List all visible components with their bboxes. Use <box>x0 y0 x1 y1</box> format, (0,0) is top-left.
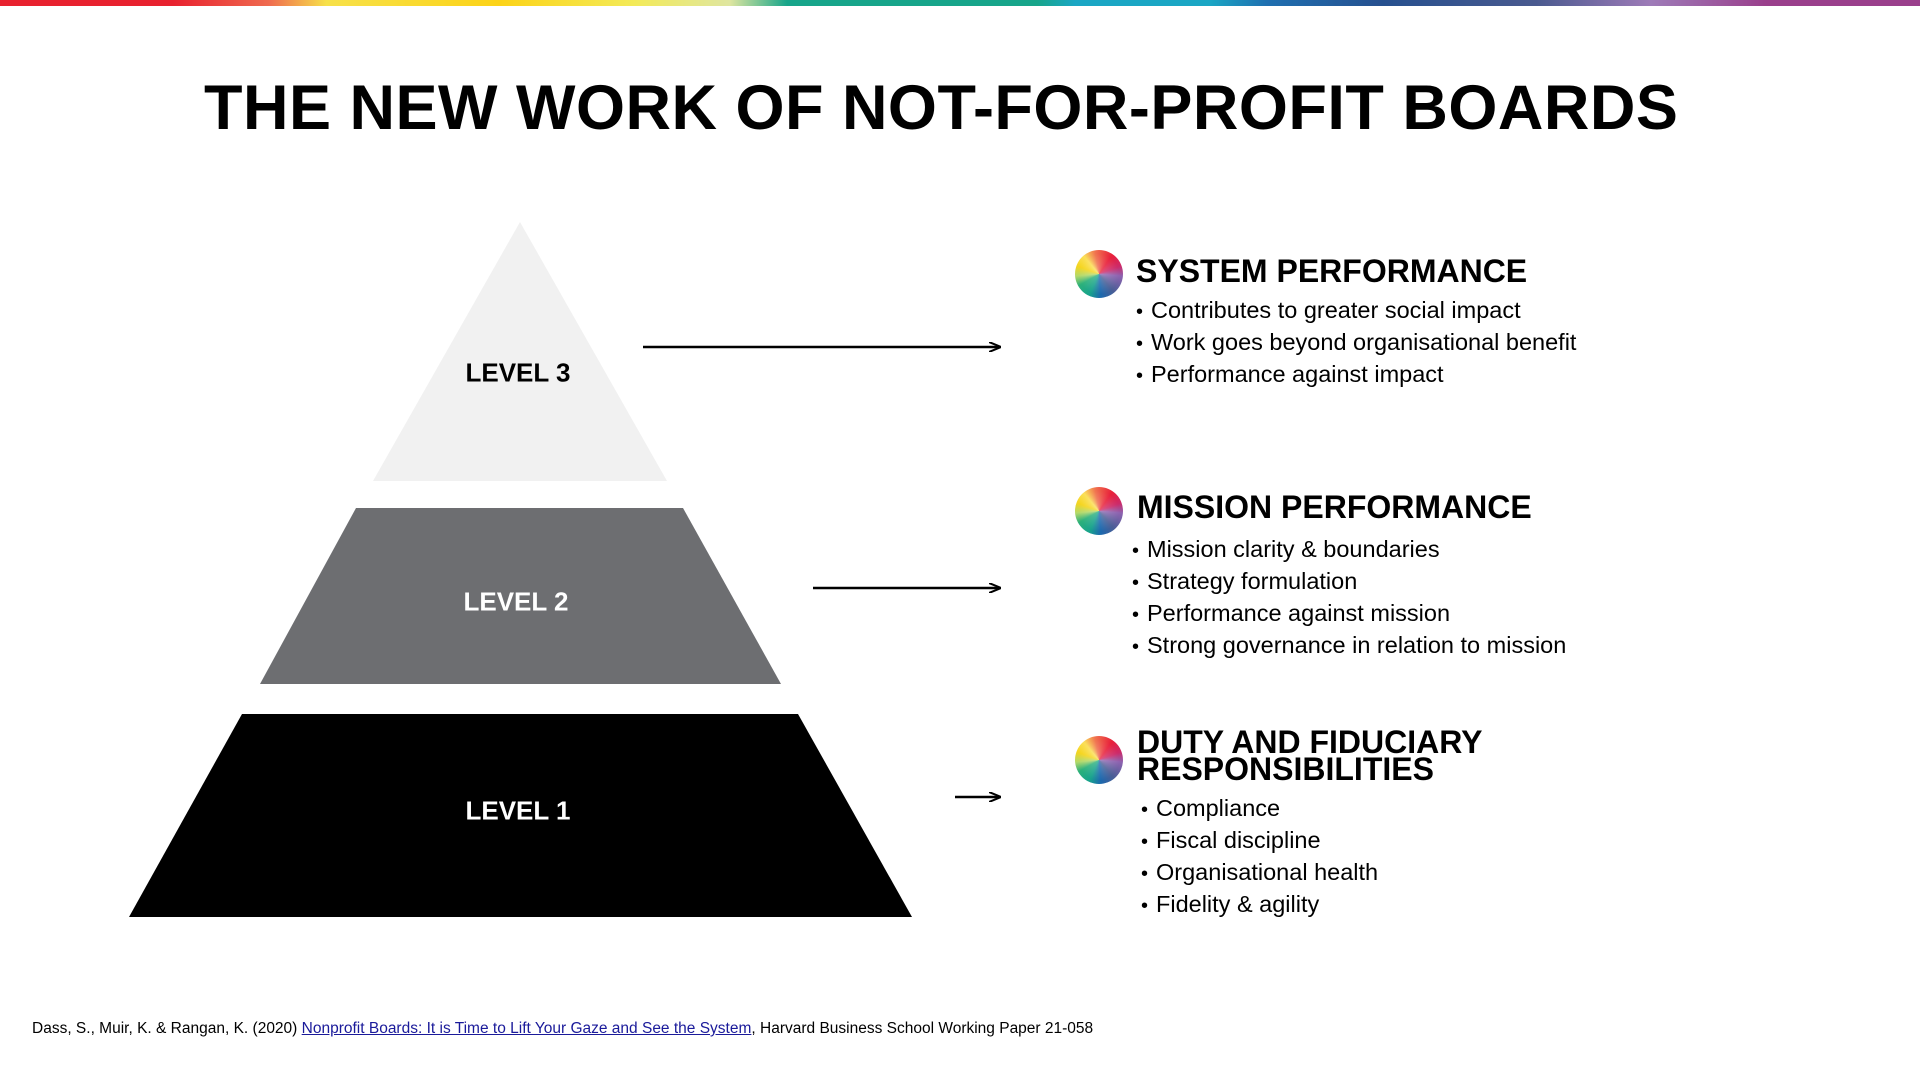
level-2-label: LEVEL 2 <box>463 586 569 617</box>
duty-fiduciary-list: Compliance Fiscal discipline Organisatio… <box>1141 792 1378 920</box>
citation-link[interactable]: Nonprofit Boards: It is Time to Lift You… <box>301 1020 752 1037</box>
rainbow-top-bar <box>0 0 1920 6</box>
color-wheel-icon <box>1075 736 1123 784</box>
list-item: Work goes beyond organisational benefit <box>1136 326 1576 358</box>
mission-performance-list: Mission clarity & boundaries Strategy fo… <box>1132 533 1566 661</box>
list-item: Performance against impact <box>1136 358 1576 390</box>
page-title: THE NEW WORK OF NOT-FOR-PROFIT BOARDS <box>204 73 1679 143</box>
color-wheel-icon <box>1075 487 1123 535</box>
system-performance-list: Contributes to greater social impact Wor… <box>1136 294 1576 390</box>
level-3-label: LEVEL 3 <box>465 357 571 388</box>
citation-authors: Dass, S., Muir, K. & Rangan, K. (2020) <box>32 1020 302 1037</box>
list-item: Mission clarity & boundaries <box>1132 533 1566 565</box>
level-1-label: LEVEL 1 <box>465 795 571 826</box>
pyramid-level-3 <box>373 222 667 481</box>
list-item: Fiscal discipline <box>1141 824 1378 856</box>
pyramid-level-2 <box>260 508 781 684</box>
list-item: Strong governance in relation to mission <box>1132 629 1566 661</box>
mission-performance-heading: MISSION PERFORMANCE <box>1137 489 1532 525</box>
heading-line: DUTY AND FIDUCIARY <box>1137 724 1483 760</box>
list-item: Organisational health <box>1141 856 1378 888</box>
list-item: Strategy formulation <box>1132 565 1566 597</box>
heading-line: RESPONSIBILITIES <box>1137 751 1434 787</box>
list-item: Contributes to greater social impact <box>1136 294 1576 326</box>
citation-source: , Harvard Business School Working Paper … <box>751 1020 1094 1037</box>
list-item: Fidelity & agility <box>1141 888 1378 920</box>
color-wheel-icon <box>1075 250 1123 298</box>
list-item: Performance against mission <box>1132 597 1566 629</box>
pyramid-level-1 <box>129 714 912 917</box>
list-item: Compliance <box>1141 792 1378 824</box>
duty-fiduciary-heading: DUTY AND FIDUCIARY RESPONSIBILITIES <box>1137 724 1483 787</box>
citation-footer: Dass, S., Muir, K. & Rangan, K. (2020) N… <box>32 1020 1093 1038</box>
system-performance-heading: SYSTEM PERFORMANCE <box>1136 253 1528 289</box>
